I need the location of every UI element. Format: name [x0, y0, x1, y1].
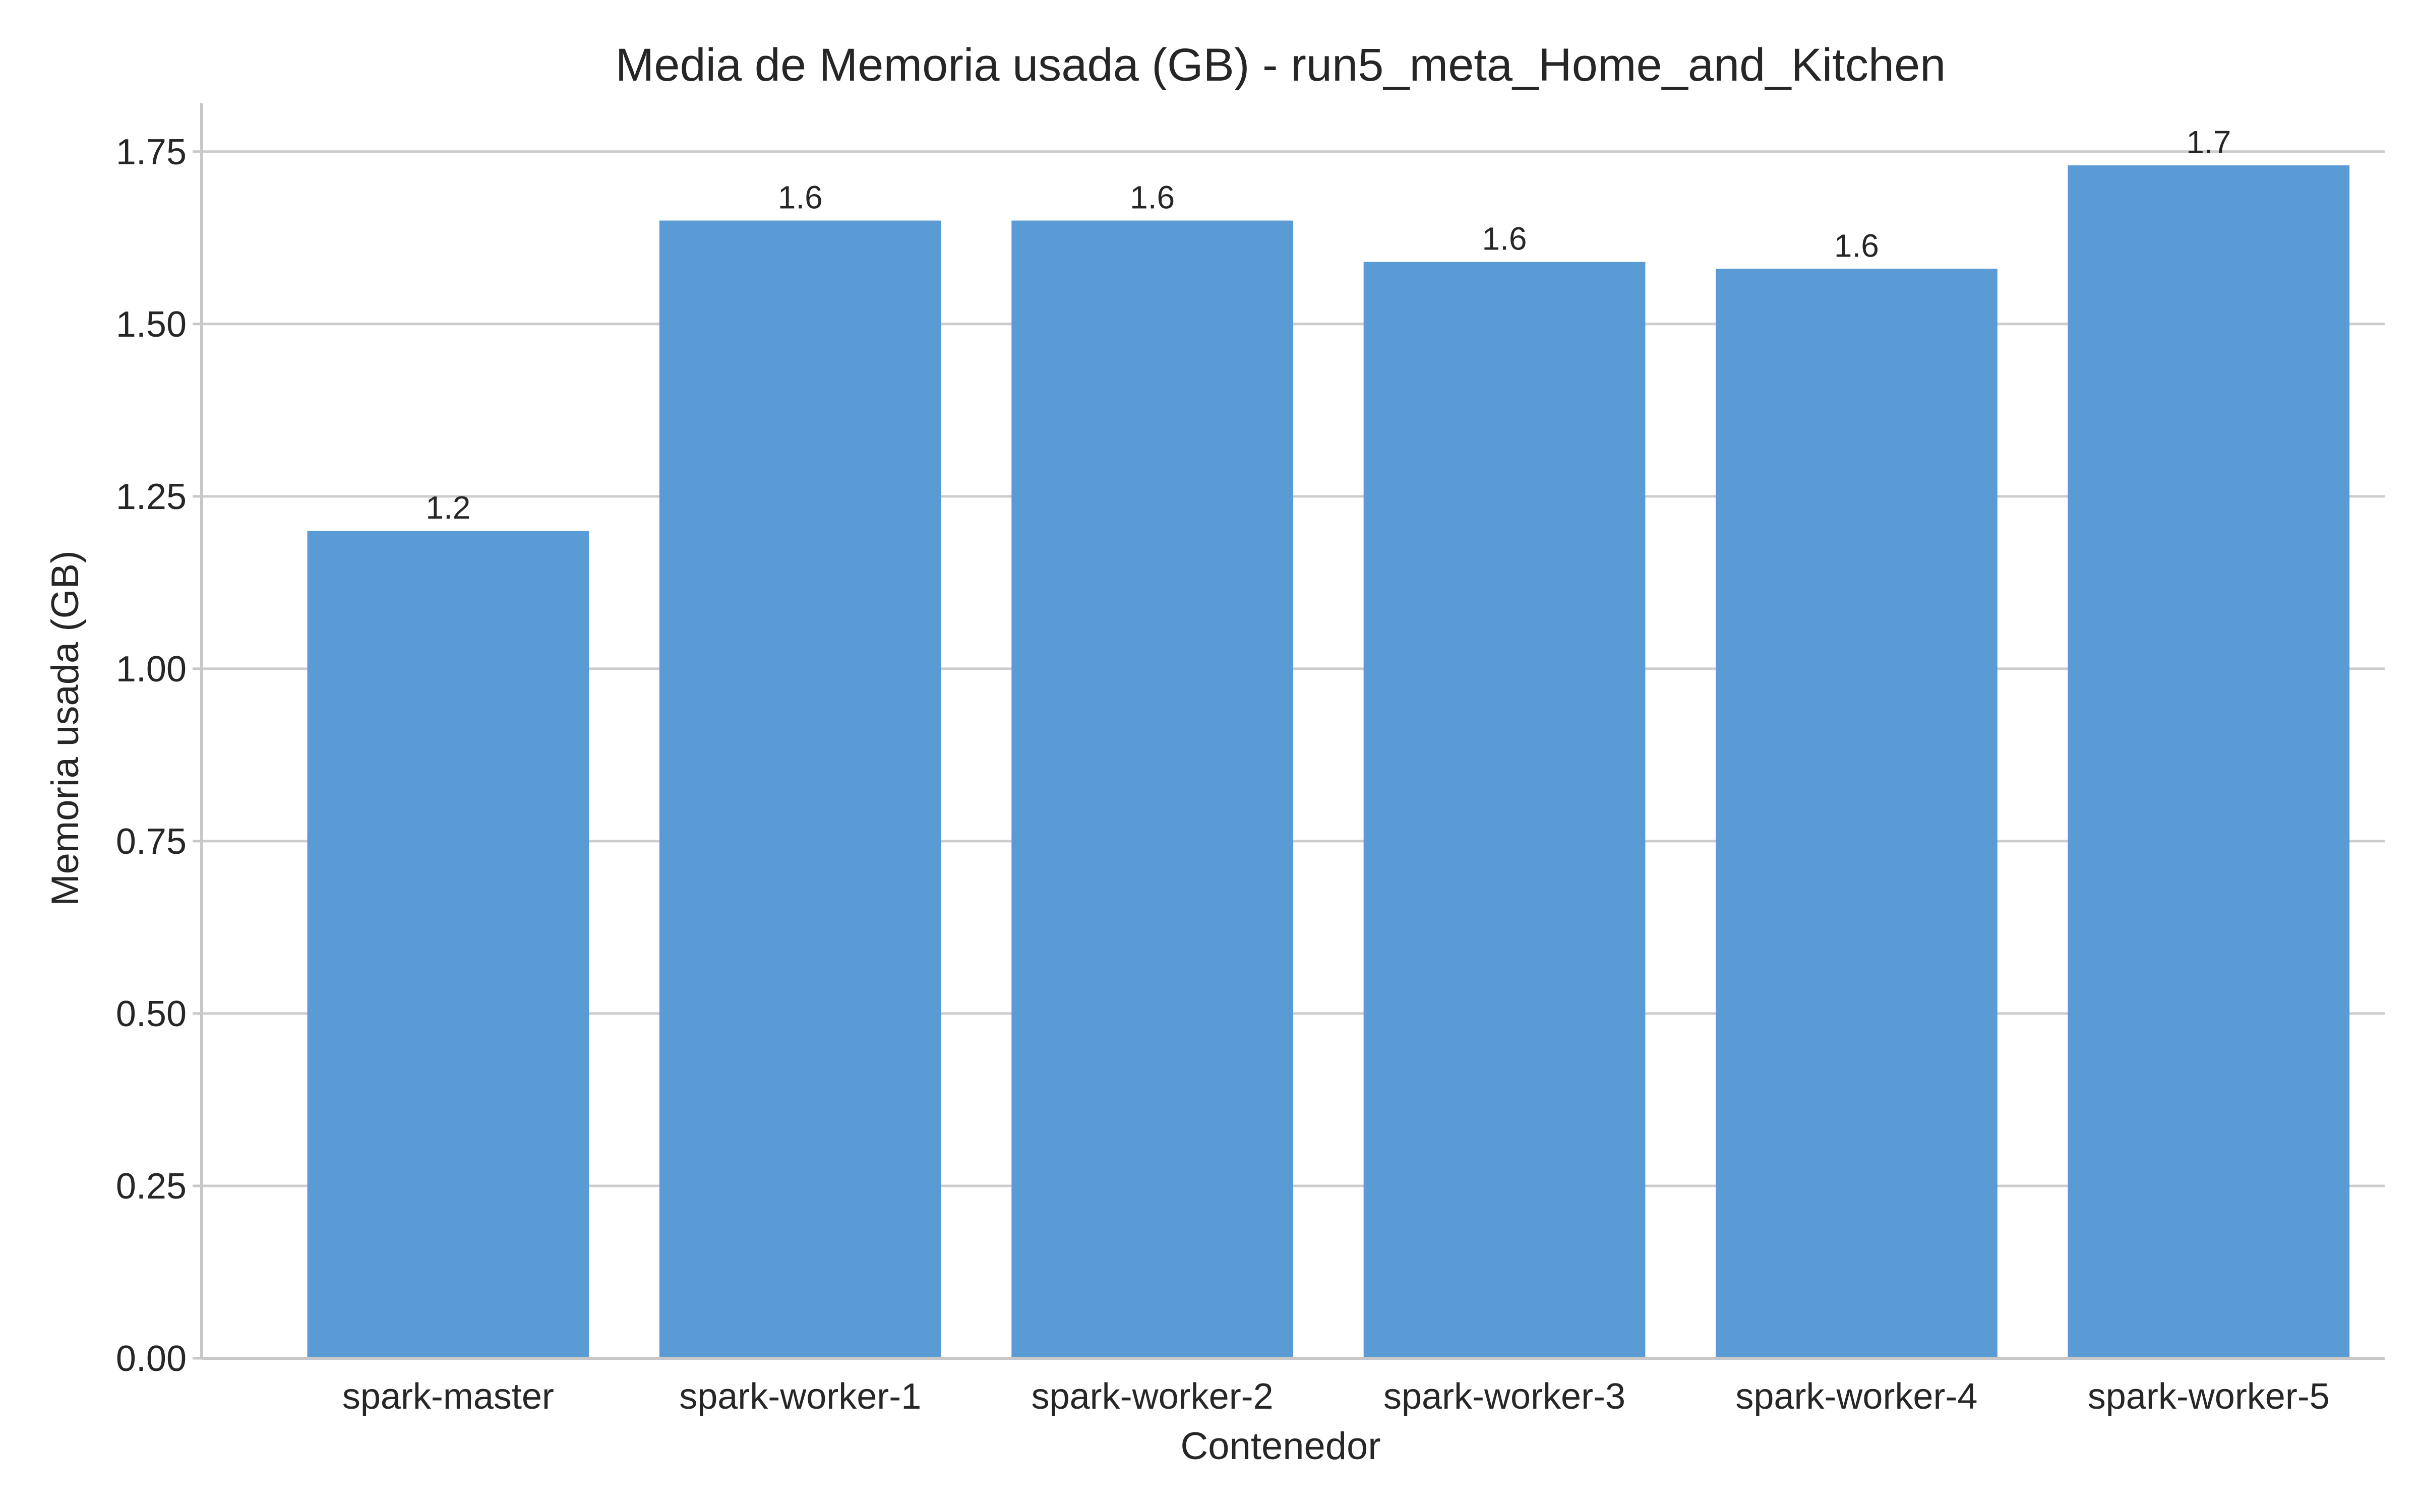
x-tick-label: spark-master	[342, 1376, 554, 1417]
x-tick-label: spark-worker-1	[679, 1376, 921, 1417]
y-tick-label: 1.25	[116, 477, 187, 517]
y-tick-label: 1.75	[116, 132, 187, 172]
data-label: 1.6	[1482, 221, 1527, 257]
x-tick-label: spark-worker-3	[1383, 1376, 1625, 1417]
y-tick-label: 1.00	[116, 649, 187, 689]
x-axis-label: Contenedor	[1180, 1425, 1380, 1468]
chart-title: Media de Memoria usada (GB) - run5_meta_…	[616, 39, 1946, 91]
x-tick-label: spark-worker-2	[1032, 1376, 1274, 1417]
bar-spark-worker-4	[1716, 269, 1998, 1359]
bar-spark-master	[307, 531, 589, 1358]
data-label: 1.6	[778, 179, 823, 216]
y-axis-label: Memoria usada (GB)	[44, 550, 87, 906]
x-axis-ticks: spark-master spark-worker-1 spark-worker-2…	[342, 1376, 2330, 1417]
x-tick-label: spark-worker-4	[1735, 1376, 1977, 1417]
data-label: 1.6	[1130, 179, 1175, 216]
y-tick-label: 0.25	[116, 1166, 187, 1207]
data-label: 1.6	[1834, 227, 1879, 264]
bar-spark-worker-3	[1363, 262, 1646, 1358]
y-tick-label: 0.50	[116, 994, 187, 1034]
data-label: 1.7	[2186, 124, 2231, 160]
y-tick-label: 0.00	[116, 1339, 187, 1379]
bar-spark-worker-1	[659, 220, 941, 1358]
y-tick-label: 0.75	[116, 822, 187, 862]
x-tick-label: spark-worker-5	[2088, 1376, 2330, 1417]
data-label: 1.2	[426, 489, 470, 526]
bar-spark-worker-5	[2068, 165, 2350, 1359]
bars	[307, 165, 2350, 1359]
axes-spines	[200, 103, 2385, 1360]
bar-spark-worker-2	[1011, 220, 1293, 1358]
y-axis-ticks: 0.00 0.25 0.50 0.75 1.00 1.25 1.50 1.75	[116, 132, 202, 1379]
y-tick-label: 1.50	[116, 304, 187, 345]
data-labels: 1.2 1.6 1.6 1.6 1.6 1.7	[426, 124, 2231, 526]
